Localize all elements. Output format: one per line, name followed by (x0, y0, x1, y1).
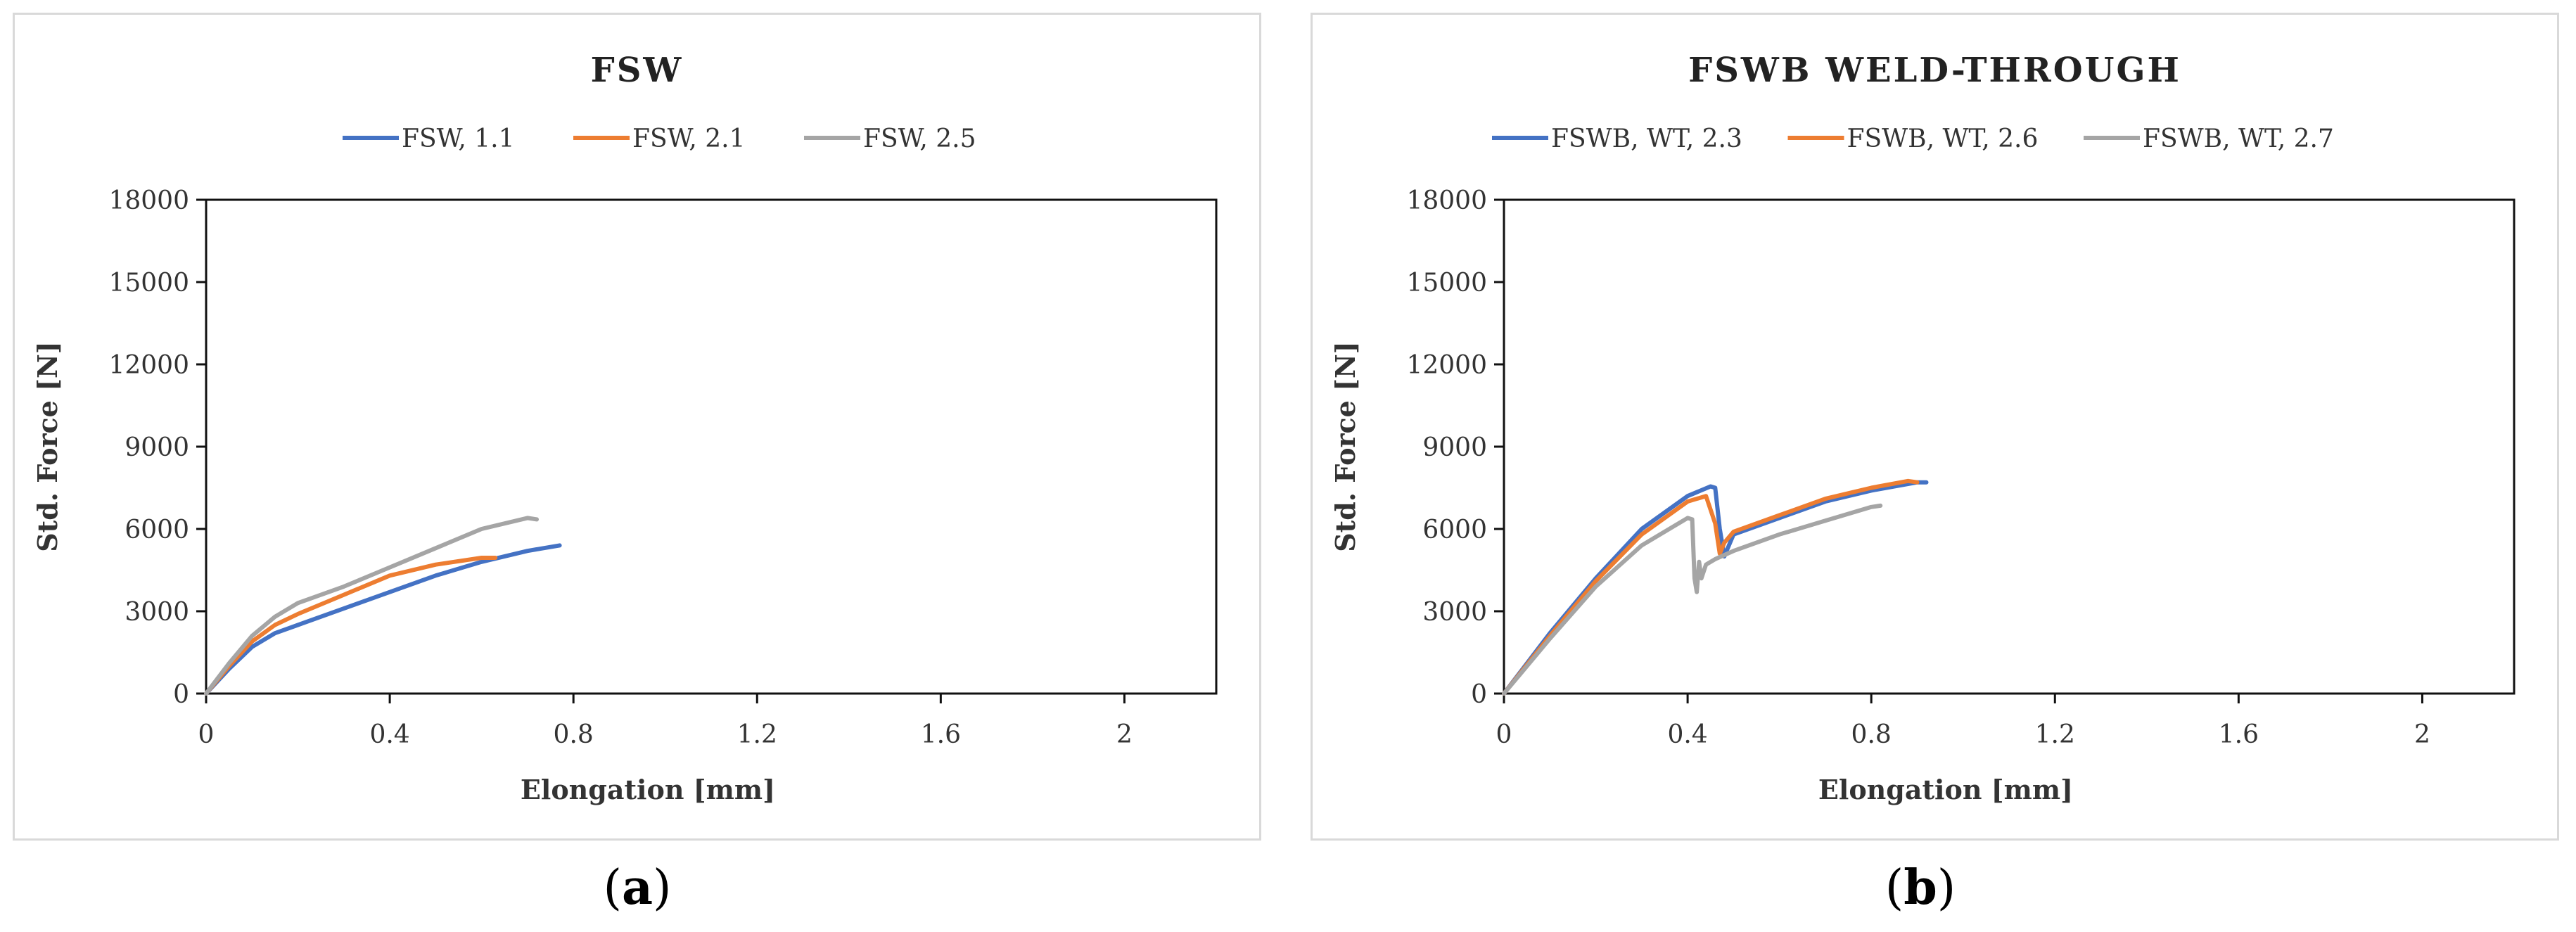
x-tick-label: 0.4 (369, 720, 409, 749)
y-tick-label: 6000 (125, 516, 189, 544)
y-tick-label: 0 (1471, 680, 1487, 709)
plot-area (205, 198, 1218, 695)
series-line (1502, 503, 1883, 696)
series-line (204, 556, 498, 696)
chart-panel-b: FSWB WELD-THROUGH FSWB, WT, 2.3 FSWB, WT, … (1311, 13, 2559, 841)
y-tick-label: 12000 (108, 351, 189, 380)
y-tick-label: 9000 (125, 433, 189, 462)
legend-label: FSWB, WT, 2.6 (1847, 125, 2039, 153)
chart-svg: FSWB WELD-THROUGH FSWB, WT, 2.3 FSWB, WT, … (1330, 51, 2516, 805)
series-line (1502, 480, 1929, 696)
chart-title: FSWB WELD-THROUGH (1688, 51, 2181, 90)
x-tick-label: 2 (2414, 720, 2430, 749)
plot-area (1503, 198, 2516, 695)
x-axis-label: Elongation [mm] (1818, 774, 2073, 805)
x-tick-label: 0 (1496, 720, 1512, 749)
series-line (204, 543, 562, 696)
x-tick-label: 1.6 (2219, 720, 2259, 749)
caption-b-letter: b (1904, 860, 1937, 916)
legend-label: FSWB, WT, 2.7 (2143, 125, 2334, 153)
y-tick-label: 9000 (1422, 433, 1487, 462)
series-line (204, 516, 539, 696)
x-tick-label: 0.4 (1667, 720, 1707, 749)
y-tick-label: 12000 (1406, 351, 1487, 380)
series-line (1502, 478, 1920, 696)
y-axis-label: Std. Force [N] (1330, 341, 1361, 552)
x-tick-label: 2 (1116, 720, 1133, 749)
x-tick-label: 0.8 (1851, 720, 1892, 749)
chart-panel-a: FSW FSW, 1.1 FSW, 2.1 FSW, 2.5 0 3000 6000 9000… (13, 13, 1261, 841)
legend-label: FSW, 2.5 (863, 125, 976, 153)
legend-label: FSW, 1.1 (402, 125, 515, 153)
caption-a-letter: a (621, 860, 653, 916)
y-tick-label: 3000 (125, 598, 189, 627)
chart-title: FSW (591, 51, 684, 90)
legend-label: FSWB, WT, 2.3 (1551, 125, 1742, 153)
x-axis-label: Elongation [mm] (521, 774, 775, 805)
y-tick-label: 6000 (1422, 516, 1487, 544)
y-tick-label: 18000 (108, 186, 189, 215)
x-tick-label: 0.8 (554, 720, 594, 749)
y-tick-label: 15000 (108, 269, 189, 298)
y-tick-label: 15000 (1406, 269, 1487, 298)
chart-svg: FSW FSW, 1.1 FSW, 2.1 FSW, 2.5 0 3000 6000 9000… (32, 51, 1218, 805)
x-tick-label: 1.6 (921, 720, 961, 749)
y-axis-label: Std. Force [N] (32, 341, 63, 552)
y-tick-label: 3000 (1422, 598, 1487, 627)
caption-b: (b) (1885, 860, 1956, 916)
y-tick-label: 0 (173, 680, 189, 709)
x-tick-label: 0 (198, 720, 215, 749)
x-tick-label: 1.2 (737, 720, 777, 749)
x-tick-label: 1.2 (2035, 720, 2075, 749)
y-tick-label: 18000 (1406, 186, 1487, 215)
caption-a: (a) (603, 860, 672, 916)
legend-label: FSW, 2.1 (632, 125, 746, 153)
